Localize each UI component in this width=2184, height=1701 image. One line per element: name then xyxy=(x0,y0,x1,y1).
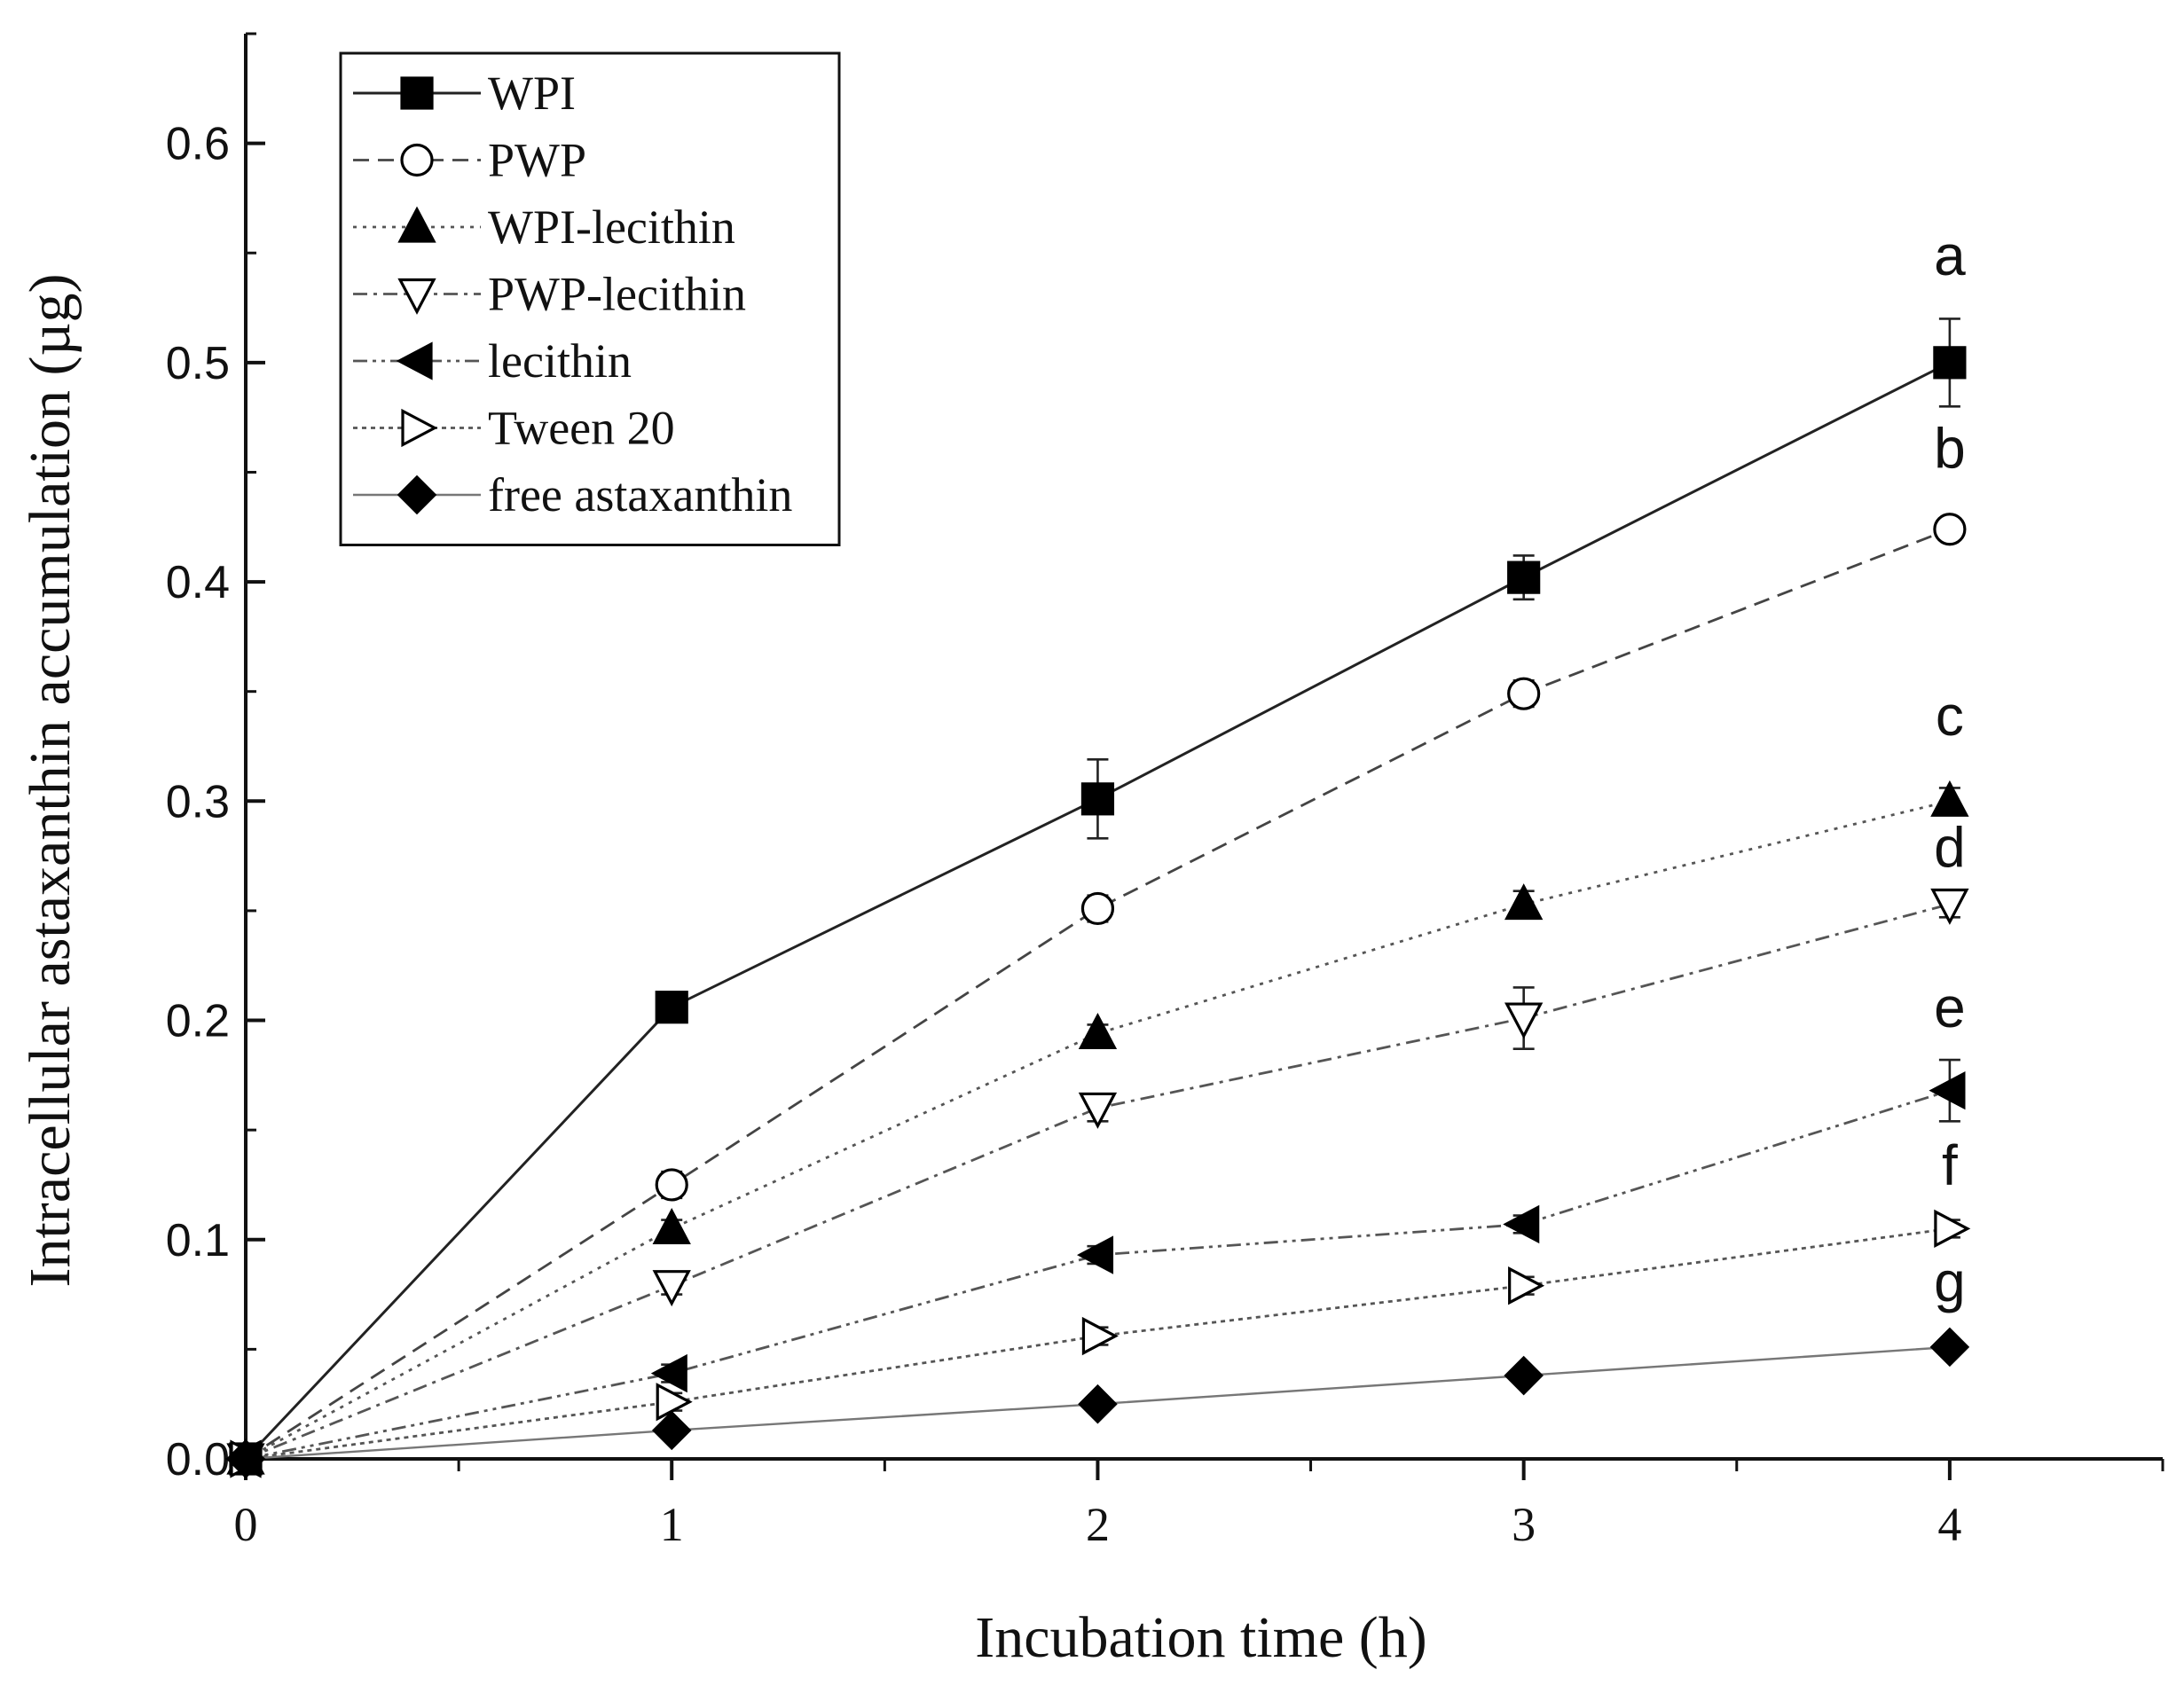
legend-item: free astaxanthin xyxy=(353,468,792,521)
series-line xyxy=(245,528,1951,1461)
significance-letter: g xyxy=(1934,1250,1966,1313)
significance-letter: b xyxy=(1934,417,1966,481)
y-tick-label: 0.1 xyxy=(166,1215,230,1266)
data-point xyxy=(225,1438,266,1479)
data-point xyxy=(1933,346,1967,380)
axes-group: 0.0 0.1 0.2 0.3 0.4 0.5 0.6 0 1 2 3 4 xyxy=(166,32,2164,1551)
series-pwp xyxy=(229,513,1967,1476)
series-wpi xyxy=(229,317,1967,1476)
legend-marker xyxy=(397,474,437,515)
legend-marker xyxy=(400,143,434,177)
data-point xyxy=(1504,1002,1544,1039)
y-tick-label: 0.4 xyxy=(166,557,230,608)
y-tick-label: 0.5 xyxy=(166,338,230,389)
y-tick-label: 0.0 xyxy=(166,1434,230,1485)
data-point xyxy=(1504,883,1544,921)
legend-group: WPI PWP WPI-lecithin PWP-lecithin lecithin Tw… xyxy=(339,51,841,546)
y-tick-label: 0.3 xyxy=(166,776,230,827)
data-point xyxy=(1077,1235,1114,1274)
data-point xyxy=(1080,782,1115,816)
significance-letter: a xyxy=(1934,223,1966,287)
legend-label: PWP-lecithin xyxy=(488,268,746,321)
y-tick-label: 0.6 xyxy=(166,119,230,170)
data-point xyxy=(650,1353,687,1393)
series-tween-20 xyxy=(230,1209,1971,1478)
data-point xyxy=(652,1270,691,1307)
legend-item: lecithin xyxy=(353,334,632,388)
significance-letter: d xyxy=(1934,815,1966,879)
x-axis-title: Incubation time (h) xyxy=(975,1605,1427,1670)
significance-letter: c xyxy=(1936,684,1964,748)
data-point xyxy=(1081,1316,1119,1356)
legend-label: WPI-lecithin xyxy=(488,200,735,254)
data-point xyxy=(652,1207,691,1245)
series-line xyxy=(245,903,1951,1461)
legend-label: PWP xyxy=(488,134,586,187)
annotations-group: a b c d e fg xyxy=(1934,223,1966,1313)
x-tick-label: 4 xyxy=(1937,1498,1961,1551)
legend-item: WPI xyxy=(353,67,576,120)
series-group xyxy=(224,317,1971,1480)
data-point xyxy=(1080,891,1115,926)
data-point xyxy=(651,1410,692,1451)
data-point xyxy=(1503,1204,1540,1244)
data-point xyxy=(656,1383,693,1422)
legend-marker xyxy=(397,206,436,243)
legend-item: PWP xyxy=(353,134,586,187)
x-tick-label: 2 xyxy=(1086,1498,1110,1551)
series-free-astaxanthin xyxy=(225,1327,1970,1479)
data-point xyxy=(1078,1092,1118,1129)
data-point xyxy=(1507,677,1541,710)
data-point xyxy=(1508,1266,1545,1305)
y-axis-title: Intracellular astaxanthin accumulation (… xyxy=(18,273,82,1287)
data-point xyxy=(1078,1012,1118,1049)
x-tick-label: 1 xyxy=(660,1498,684,1551)
series-wpi-lecithin xyxy=(226,780,1969,1475)
legend-marker xyxy=(400,76,434,110)
y-tick-label: 0.2 xyxy=(166,996,230,1047)
data-point xyxy=(655,991,688,1024)
legend-marker xyxy=(401,408,438,448)
data-point xyxy=(1507,560,1541,594)
legend-label: free astaxanthin xyxy=(488,468,792,521)
data-point xyxy=(1930,780,1969,817)
data-point xyxy=(1930,888,1969,925)
data-point xyxy=(655,1168,688,1202)
legend-item: Tween 20 xyxy=(353,402,675,455)
legend-label: Tween 20 xyxy=(488,402,675,455)
legend-item: WPI-lecithin xyxy=(353,200,735,254)
data-point xyxy=(1929,1327,1970,1368)
legend-marker xyxy=(397,278,436,315)
data-point xyxy=(1078,1384,1118,1424)
legend-label: lecithin xyxy=(488,334,632,388)
legend-marker xyxy=(396,341,433,380)
legend-item: PWP-lecithin xyxy=(353,268,746,321)
significance-letter: e xyxy=(1934,976,1966,1039)
x-tick-label: 3 xyxy=(1512,1498,1536,1551)
data-point xyxy=(1933,513,1967,546)
data-point xyxy=(1934,1209,1971,1249)
data-point xyxy=(1929,1070,1966,1110)
legend-label: WPI xyxy=(488,67,576,120)
significance-letter: f xyxy=(1942,1133,1958,1197)
series-line xyxy=(245,799,1951,1461)
data-point xyxy=(1504,1355,1544,1396)
x-tick-label: 0 xyxy=(234,1498,258,1551)
